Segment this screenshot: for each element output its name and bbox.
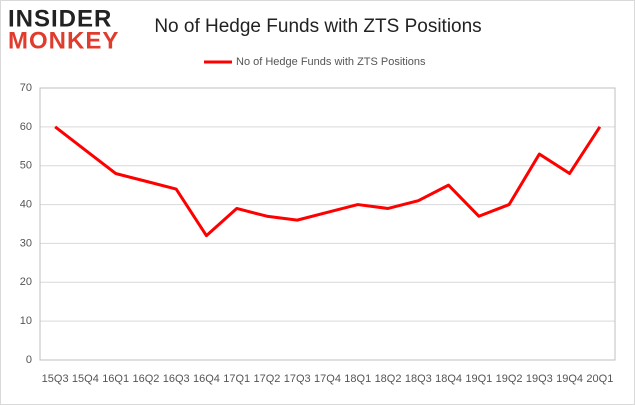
chart-title: No of Hedge Funds with ZTS Positions <box>154 16 481 37</box>
x-tick-label: 19Q4 <box>556 373 583 385</box>
x-tick-label: 19Q1 <box>465 373 492 385</box>
y-tick-label: 30 <box>20 237 32 249</box>
x-tick-label: 15Q4 <box>72 373 99 385</box>
y-tick-label: 10 <box>20 315 32 327</box>
legend-label: No of Hedge Funds with ZTS Positions <box>236 56 426 68</box>
x-tick-label: 17Q3 <box>284 373 311 385</box>
x-tick-label: 19Q3 <box>526 373 553 385</box>
plot-frame <box>39 87 616 361</box>
data-line <box>54 125 602 238</box>
y-tick-label: 60 <box>20 121 32 133</box>
x-tick-label: 17Q1 <box>223 373 250 385</box>
y-tick-label: 50 <box>20 160 32 172</box>
logo-line1: INSIDER <box>8 5 112 32</box>
x-tick-label: 18Q3 <box>405 373 432 385</box>
x-tick-label: 18Q4 <box>435 373 462 385</box>
x-tick-label: 16Q4 <box>193 373 220 385</box>
x-tick-label: 17Q2 <box>254 373 281 385</box>
x-tick-label: 16Q2 <box>132 373 159 385</box>
x-tick-label: 16Q3 <box>163 373 190 385</box>
x-tick-label: 18Q2 <box>375 373 402 385</box>
y-tick-label: 70 <box>20 82 32 94</box>
x-tick-label: 19Q2 <box>496 373 523 385</box>
y-tick-label: 40 <box>20 198 32 210</box>
x-tick-label: 18Q1 <box>344 373 371 385</box>
x-tick-label: 17Q4 <box>314 373 341 385</box>
logo-line2: MONKEY <box>8 27 119 54</box>
y-tick-label: 0 <box>26 354 32 366</box>
x-tick-label: 20Q1 <box>586 373 613 385</box>
x-tick-label: 16Q1 <box>102 373 129 385</box>
y-tick-label: 20 <box>20 276 32 288</box>
x-tick-label: 15Q3 <box>42 373 69 385</box>
